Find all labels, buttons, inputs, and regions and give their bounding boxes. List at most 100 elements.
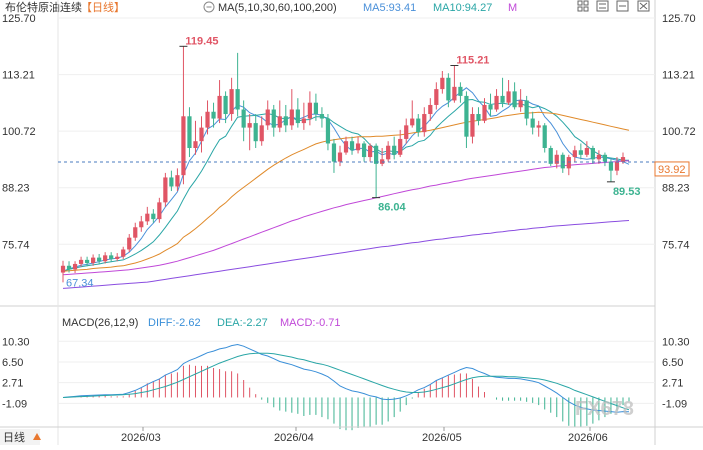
candle-body [91,257,96,264]
candle-body [301,118,306,124]
candle [482,98,487,124]
candle-body [349,141,355,151]
candle [500,77,505,108]
candle [392,136,397,160]
period-settings-icon[interactable] [203,1,215,13]
current-price-tag: 93.92 [654,161,690,177]
candlesticks[interactable] [60,46,626,283]
candle-body [121,249,126,257]
candle-body [103,255,108,262]
candle [205,100,210,135]
ma5-value: MA5:93.41 [363,2,416,14]
candle-body [524,100,529,119]
candle [386,141,391,162]
corner-period-tab[interactable]: 日线 [0,429,41,445]
candle-body [518,100,523,108]
macd-diff-value: DIFF:-2.62 [148,317,201,329]
candle-body [133,227,138,238]
candle-body [548,147,553,164]
candle-body [500,95,505,103]
price-tick-right: 125.70 [662,13,696,25]
candle [193,120,198,155]
candle-body [446,77,451,101]
candle [313,93,319,121]
candle [229,77,234,121]
candle-body [542,125,547,148]
candle [235,52,240,117]
period-label[interactable]: 【日线】 [81,0,125,14]
price-tick-right: 88.23 [662,183,690,195]
candle [253,114,258,148]
hide-icon[interactable] [616,0,629,12]
candle [464,91,469,148]
candle-body [271,109,276,128]
close-icon[interactable] [637,0,650,12]
instrument-title: 布伦特原油连续 [5,0,82,14]
candle-body [428,104,433,115]
candle-body [84,259,90,264]
candle-body [470,114,475,137]
candle-body [325,118,331,144]
candle [66,261,72,273]
candle-body [283,116,288,126]
candle-body [536,125,541,128]
layout-grid-icon[interactable] [577,0,589,12]
candle-body [307,102,312,119]
ma-label: MA(5,10,30,60,100,200) [218,2,337,14]
candle [211,102,216,128]
candle [247,114,252,151]
start-price-label: 67.34 [66,277,94,289]
candle-body [127,237,132,250]
candle [72,261,78,274]
candle-body [337,152,343,162]
candle [458,82,463,103]
candle-body [115,256,120,259]
candle-body [614,161,620,171]
candle-body [386,145,391,160]
candle-body [211,111,216,119]
price-tick-right: 113.21 [662,70,695,82]
candle [307,91,312,126]
candle [524,95,529,126]
date-axis: 2026/03 2026/04 2026/05 2026/06 [121,427,608,444]
price-annotations: 119.45 115.21 86.04 89.53 67.34 [66,35,640,289]
candle-body [277,116,282,128]
price-tick-left: 88.23 [2,183,30,195]
candle [319,107,325,128]
settings-icon[interactable] [596,0,609,12]
candle-body [578,150,583,155]
macd-tick-left: 6.50 [2,357,23,369]
candle [175,168,180,192]
candle [422,107,427,137]
macd-line-diff [62,343,630,413]
candle-body [181,116,186,176]
candle-body [169,177,174,187]
candle [542,123,547,153]
candle-body [584,147,589,155]
candle [349,136,355,155]
candle-body [530,118,535,128]
candle [187,107,192,158]
candle [367,143,373,162]
price-tick-left: 125.70 [2,13,36,25]
candle [434,82,439,110]
candle [374,143,379,198]
candle-body [175,175,180,187]
candle-body [109,255,114,259]
candle-body [253,123,258,142]
macd-dea-value: DEA:-2.27 [217,317,268,329]
candle-body [602,154,608,162]
candle-body [608,161,614,171]
candle [103,252,108,264]
candle [301,102,306,130]
macd-lines [62,343,630,413]
date-label: 2026/05 [422,432,462,444]
candle [60,260,66,283]
date-label: 2026/06 [568,432,608,444]
candle [78,256,84,267]
candle [494,89,499,112]
candle [428,98,433,121]
candle [530,111,535,135]
